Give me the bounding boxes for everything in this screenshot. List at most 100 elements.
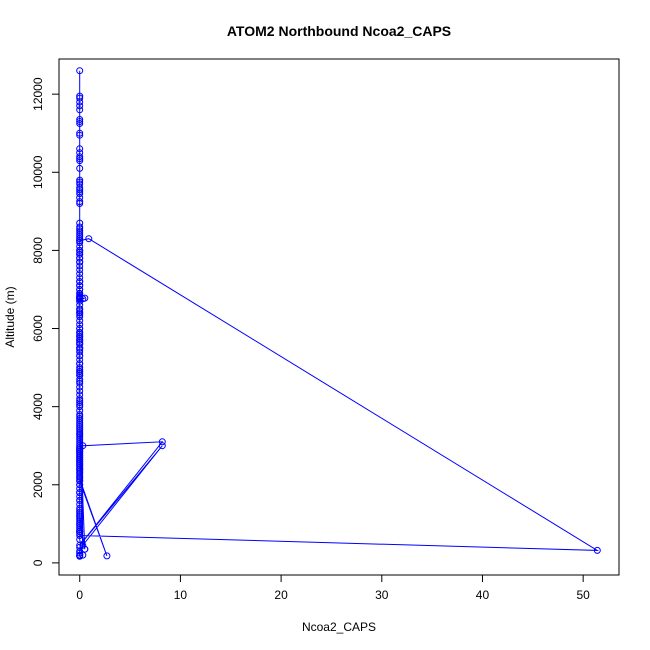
data-point bbox=[76, 340, 84, 348]
data-point bbox=[76, 403, 84, 411]
data-point bbox=[76, 145, 84, 153]
data-point bbox=[76, 552, 84, 560]
data-point bbox=[76, 266, 84, 274]
data-point bbox=[76, 430, 84, 438]
data-point bbox=[76, 274, 84, 282]
data-point bbox=[76, 106, 84, 114]
data-point bbox=[76, 282, 84, 290]
data-point bbox=[76, 399, 84, 407]
data-point bbox=[76, 356, 84, 364]
y-tick-label: 0 bbox=[31, 559, 45, 566]
data-point bbox=[76, 309, 84, 317]
data-point bbox=[76, 528, 84, 536]
data-point bbox=[76, 368, 84, 375]
y-tick-label: 12000 bbox=[31, 77, 45, 111]
data-point bbox=[76, 364, 84, 372]
data-point bbox=[76, 485, 84, 493]
data-point bbox=[76, 477, 84, 485]
data-point bbox=[76, 278, 84, 286]
data-point bbox=[76, 118, 84, 125]
data-point bbox=[158, 438, 166, 446]
plot-frame bbox=[58, 58, 620, 576]
y-axis: 0 2000 4000 6000 8000 10000 12000 bbox=[31, 77, 60, 566]
series-line bbox=[79, 70, 600, 557]
data-point bbox=[76, 155, 84, 163]
x-tick-label: 0 bbox=[76, 588, 83, 602]
data-point bbox=[76, 246, 84, 254]
data-point bbox=[76, 336, 84, 344]
x-tick-label: 50 bbox=[576, 588, 590, 602]
data-point bbox=[76, 102, 84, 110]
x-tick-label: 40 bbox=[476, 588, 490, 602]
data-point bbox=[76, 153, 84, 161]
data-point bbox=[85, 235, 93, 243]
x-axis-label: Ncoa2_CAPS bbox=[302, 620, 376, 634]
data-point bbox=[76, 286, 84, 293]
x-tick-label: 30 bbox=[375, 588, 389, 602]
data-point bbox=[76, 67, 84, 75]
data-point bbox=[76, 496, 84, 504]
data-point bbox=[76, 176, 84, 184]
data-point bbox=[76, 375, 84, 383]
data-point bbox=[593, 546, 601, 554]
data-point bbox=[76, 348, 84, 356]
data-point bbox=[76, 379, 84, 387]
y-tick-label: 4000 bbox=[31, 393, 45, 420]
y-axis-label: Altitude (m) bbox=[3, 286, 17, 347]
data-point bbox=[76, 293, 84, 301]
data-point bbox=[76, 325, 84, 332]
data-point bbox=[76, 289, 84, 297]
data-point bbox=[76, 321, 84, 329]
y-tick-label: 2000 bbox=[31, 471, 45, 498]
data-point bbox=[76, 200, 84, 207]
data-point bbox=[76, 129, 84, 137]
data-point bbox=[76, 489, 84, 497]
chart-title: ATOM2 Northbound Ncoa2_CAPS bbox=[227, 23, 451, 39]
data-point bbox=[76, 387, 84, 395]
data-point bbox=[76, 520, 84, 528]
data-point bbox=[76, 313, 84, 321]
data-point bbox=[76, 360, 84, 368]
data-point bbox=[76, 481, 84, 489]
y-tick-label: 6000 bbox=[31, 315, 45, 342]
data-point bbox=[76, 547, 84, 555]
data-point bbox=[76, 317, 84, 325]
data-point bbox=[76, 532, 84, 539]
data-point bbox=[76, 493, 84, 500]
data-point bbox=[76, 94, 84, 102]
data-point bbox=[76, 305, 84, 313]
data-point bbox=[76, 186, 84, 194]
data-point bbox=[76, 473, 84, 481]
data-point bbox=[76, 258, 84, 266]
data-point bbox=[76, 164, 84, 172]
data-point bbox=[76, 512, 84, 520]
data-point bbox=[76, 328, 84, 336]
data-point bbox=[76, 270, 84, 278]
y-tick-label: 8000 bbox=[31, 237, 45, 264]
data-point bbox=[76, 235, 84, 243]
data-point bbox=[76, 250, 84, 258]
y-tick-label: 10000 bbox=[31, 155, 45, 189]
data-point bbox=[76, 157, 84, 165]
data-point bbox=[76, 344, 84, 352]
data-point bbox=[76, 198, 84, 206]
data-point bbox=[103, 552, 111, 560]
data-point bbox=[76, 254, 84, 262]
data-point bbox=[76, 239, 84, 247]
data-point bbox=[76, 98, 84, 106]
data-point bbox=[76, 262, 84, 270]
series-layer bbox=[76, 67, 601, 560]
data-point bbox=[76, 120, 84, 127]
data-point bbox=[76, 549, 84, 557]
x-tick-label: 20 bbox=[274, 588, 288, 602]
data-point bbox=[76, 352, 84, 360]
x-tick-label: 10 bbox=[174, 588, 188, 602]
data-point bbox=[76, 243, 84, 250]
data-point bbox=[76, 297, 84, 305]
data-point bbox=[158, 442, 166, 450]
data-point bbox=[76, 536, 84, 543]
data-point bbox=[76, 301, 84, 309]
data-point bbox=[76, 332, 84, 340]
data-point bbox=[76, 371, 84, 379]
data-point bbox=[76, 116, 84, 123]
